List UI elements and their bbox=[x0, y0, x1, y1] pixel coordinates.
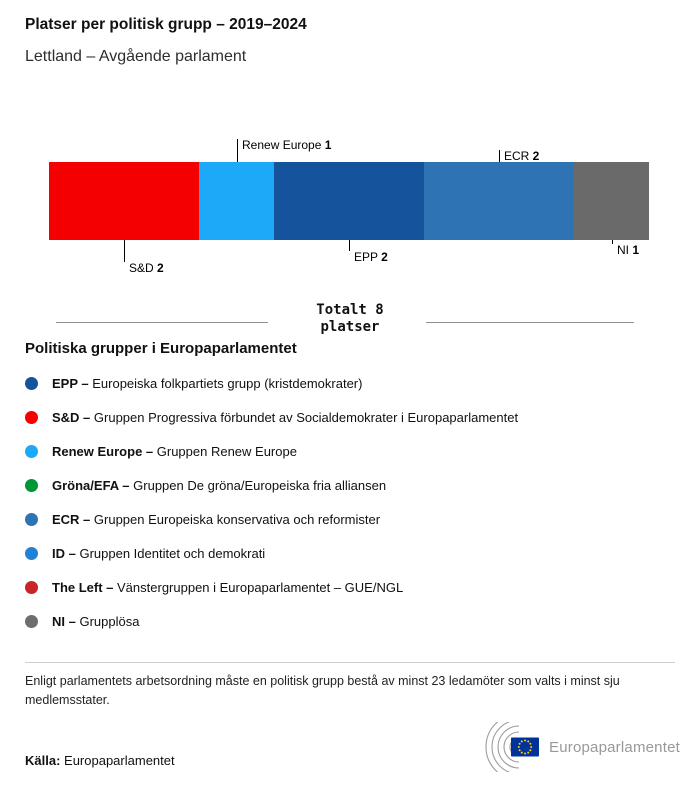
total-seats-label: Totalt 8 platser bbox=[270, 302, 430, 336]
callout-tick-ecr bbox=[499, 150, 500, 162]
bar-segment-epp bbox=[274, 162, 424, 240]
europarl-brand: Europaparlamentet bbox=[467, 722, 680, 772]
legend-item-ni: NI – Grupplösa bbox=[25, 604, 680, 638]
legend-label-s-d: S&D – Gruppen Progressiva förbundet av S… bbox=[52, 409, 519, 425]
total-divider-right bbox=[426, 322, 634, 323]
legend-title: Politiska grupper i Europaparlamentet bbox=[25, 340, 297, 357]
callout-tick-s-d bbox=[124, 240, 125, 262]
callout-label-renew-europe: Renew Europe 1 bbox=[242, 138, 332, 152]
europarl-logo-icon bbox=[485, 722, 540, 772]
bar-segment-s-d bbox=[49, 162, 199, 240]
legend-dot-id bbox=[25, 546, 38, 560]
footer-divider bbox=[25, 662, 675, 663]
page-title: Platser per politisk grupp – 2019–2024 bbox=[25, 16, 307, 33]
legend-dot-s-d bbox=[25, 410, 38, 424]
legend-label-the-left: The Left – Vänstergruppen i Europaparlam… bbox=[52, 579, 404, 595]
total-seats-line1: Totalt 8 bbox=[316, 302, 384, 318]
callout-tick-epp bbox=[349, 240, 350, 251]
eu-flag bbox=[511, 737, 540, 757]
legend-item-the-left: The Left – Vänstergruppen i Europaparlam… bbox=[25, 570, 680, 604]
legend-dot-renew-europe bbox=[25, 444, 38, 458]
callout-label-ni: NI 1 bbox=[617, 243, 640, 257]
legend-label-epp: EPP – Europeiska folkpartiets grupp (kri… bbox=[52, 375, 363, 391]
legend-dot-ni bbox=[25, 614, 38, 628]
legend-label-ni: NI – Grupplösa bbox=[52, 613, 140, 629]
callout-tick-renew-europe bbox=[237, 139, 238, 162]
bar-segment-ecr bbox=[424, 162, 574, 240]
callout-label-epp: EPP 2 bbox=[354, 250, 388, 264]
legend-item-ecr: ECR – Gruppen Europeiska konservativa oc… bbox=[25, 502, 680, 536]
legend-label-ecr: ECR – Gruppen Europeiska konservativa oc… bbox=[52, 511, 381, 527]
source-line: Källa: Europaparlamentet bbox=[25, 753, 175, 768]
legend-dot-ecr bbox=[25, 512, 38, 526]
total-seats-line2: platser bbox=[320, 319, 380, 335]
footer-note: Enligt parlamentets arbetsordning måste … bbox=[25, 674, 620, 708]
bar-segment-renew-europe bbox=[199, 162, 274, 240]
legend-dot-the-left bbox=[25, 580, 38, 594]
legend-label-gr-na-efa: Gröna/EFA – Gruppen De gröna/Europeiska … bbox=[52, 477, 387, 493]
legend-label-renew-europe: Renew Europe – Gruppen Renew Europe bbox=[52, 443, 297, 459]
callout-label-ecr: ECR 2 bbox=[504, 149, 540, 163]
callout-tick-ni bbox=[612, 240, 613, 244]
source-value: Europaparlamentet bbox=[64, 753, 175, 768]
legend: EPP – Europeiska folkpartiets grupp (kri… bbox=[25, 366, 680, 638]
legend-item-epp: EPP – Europeiska folkpartiets grupp (kri… bbox=[25, 366, 680, 400]
legend-item-gr-na-efa: Gröna/EFA – Gruppen De gröna/Europeiska … bbox=[25, 468, 680, 502]
legend-dot-gr-na-efa bbox=[25, 478, 38, 492]
europarl-logo-text: Europaparlamentet bbox=[549, 738, 680, 756]
legend-item-s-d: S&D – Gruppen Progressiva förbundet av S… bbox=[25, 400, 680, 434]
page-subtitle: Lettland – Avgående parlament bbox=[25, 48, 247, 65]
source-label: Källa: bbox=[25, 753, 61, 768]
callout-label-s-d: S&D 2 bbox=[129, 261, 164, 275]
legend-item-id: ID – Gruppen Identitet och demokrati bbox=[25, 536, 680, 570]
bar-segment-ni bbox=[574, 162, 649, 240]
total-divider-left bbox=[56, 322, 268, 323]
legend-dot-epp bbox=[25, 376, 38, 390]
legend-label-id: ID – Gruppen Identitet och demokrati bbox=[52, 545, 266, 561]
stacked-seats-bar bbox=[49, 162, 649, 240]
legend-item-renew-europe: Renew Europe – Gruppen Renew Europe bbox=[25, 434, 680, 468]
